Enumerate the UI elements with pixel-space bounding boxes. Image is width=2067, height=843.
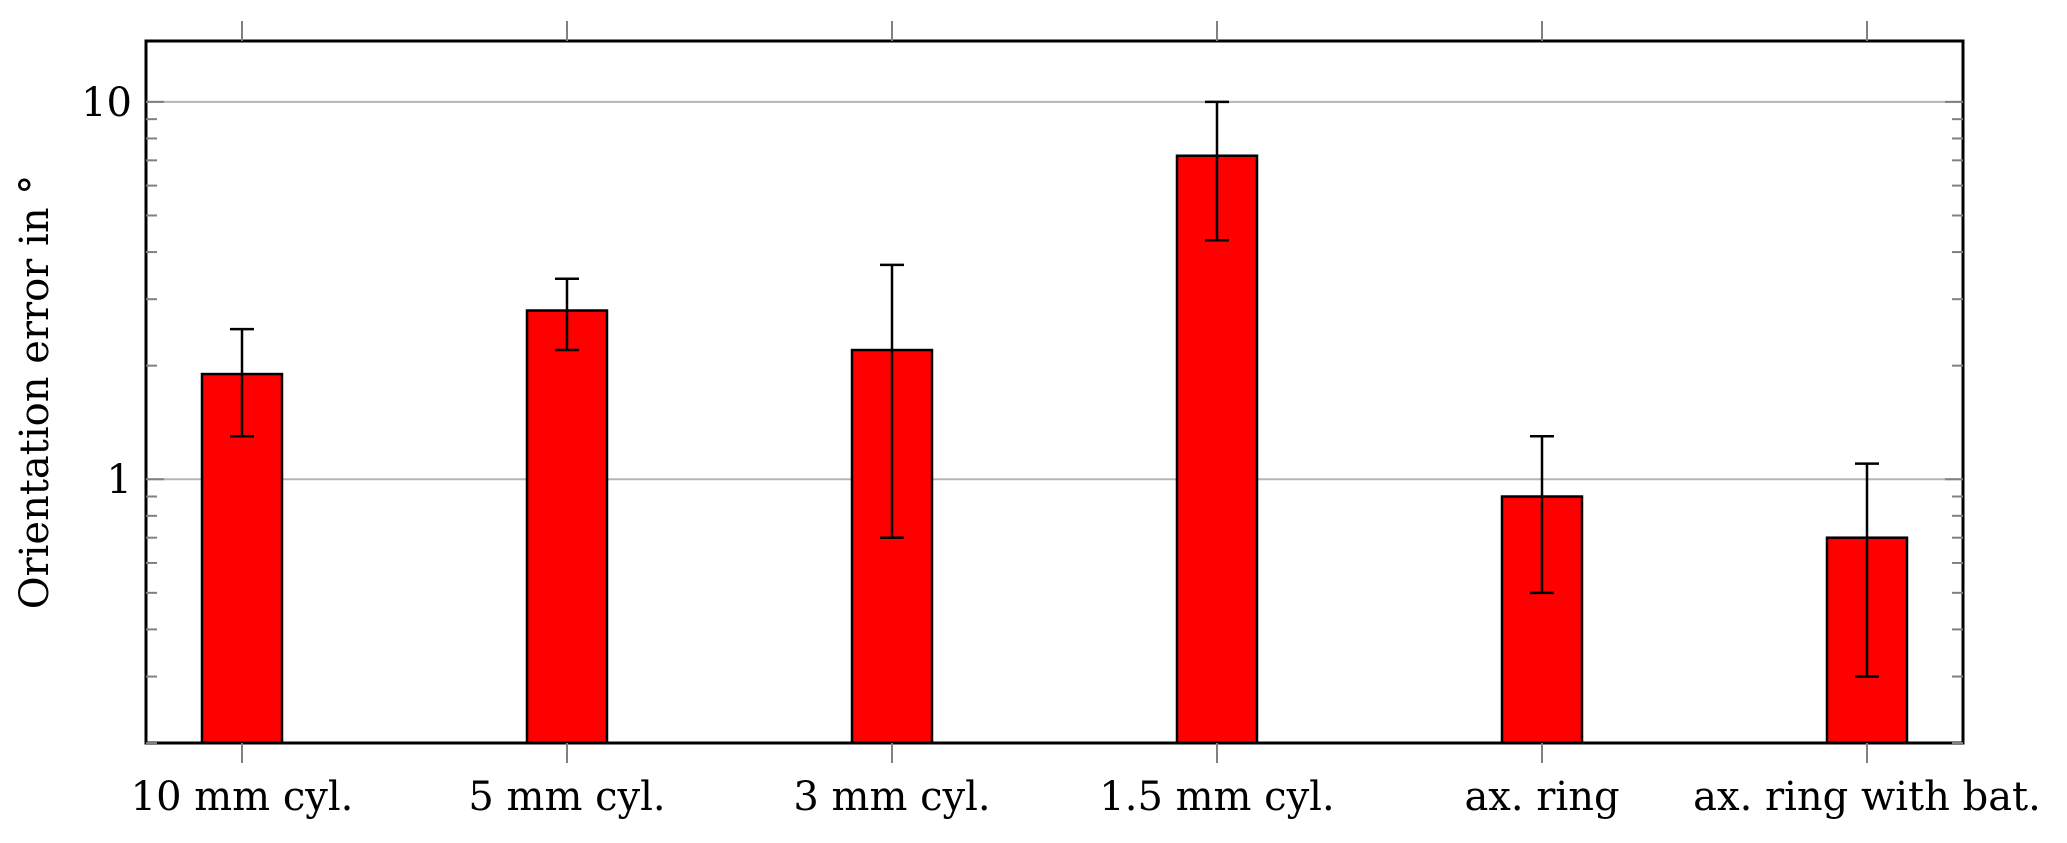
y-tick-label: 1 [107,457,132,503]
error-bars [230,100,1879,678]
x-tick-label: ax. ring [1464,774,1619,820]
bars [200,154,1909,745]
y-tick-label: 10 [81,80,132,126]
x-tick-label: 5 mm cyl. [468,774,665,820]
axis-ticks [146,21,1963,763]
grid-lines [146,100,1963,481]
x-tick-label: 10 mm cyl. [131,774,354,820]
x-tick-label: 1.5 mm cyl. [1099,774,1334,820]
bar [525,309,609,745]
x-tick-label: 3 mm cyl. [793,774,990,820]
bar [1175,154,1259,745]
tick-labels: 1 10 10 mm cyl. 5 mm cyl. 3 mm cyl. 1.5 mm cy… [81,80,2041,820]
x-tick-label: ax. ring with bat. [1693,774,2041,820]
y-axis-label: Orientation error in ° [12,175,58,610]
plot-frame [144,39,1965,745]
